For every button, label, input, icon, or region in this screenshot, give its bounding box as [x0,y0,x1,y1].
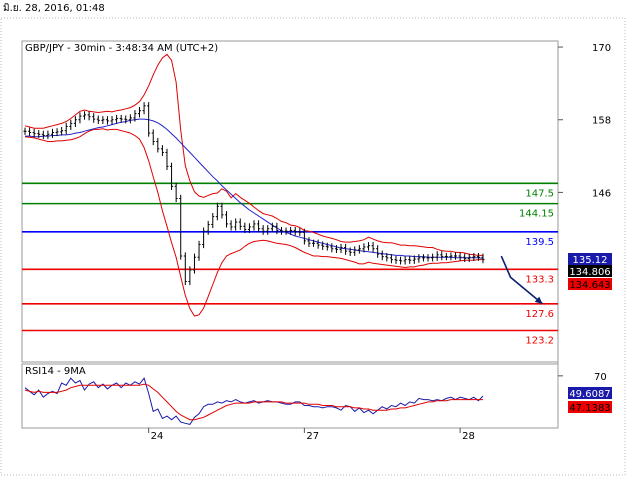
y-tick-label: 158 [592,116,611,127]
price-badge [568,265,612,277]
level-label: 123.2 [525,336,554,347]
forecast-arrow-head [534,296,543,304]
moving-average [25,118,484,259]
rsi-badge [568,387,612,399]
level-label: 147.5 [525,188,554,199]
y-tick-label: 146 [592,188,611,199]
price-panel-border [21,40,559,363]
rsi-panel-border [21,363,559,429]
bollinger-upper [24,53,483,256]
price-badge [568,278,612,290]
rsi-title: RSI14 - 9MA [25,366,86,377]
price-badge-label: 134.643 [569,280,610,291]
price-badge-label: 135.12 [573,255,608,266]
x-tick-label: 28 [462,431,475,442]
y-tick-label: 170 [592,43,611,54]
x-tick-label: 27 [306,431,319,442]
rsi-badge [568,401,612,413]
level-label: 133.3 [525,274,554,285]
price-panel: 170 158 146 GBP/JPY - 30min - 3:48:34 AM (U… [22,43,612,347]
price-badge-label: 134.806 [569,267,610,278]
chart-frame [0,17,626,476]
rsi-ma-line [24,383,483,421]
forecast-arrow [500,255,544,305]
level-label: 139.5 [525,237,554,248]
rsi-y-tick-label: 70 [594,372,607,383]
bollinger-lower [24,128,483,317]
price-badge [568,253,612,265]
x-axis: 24 27 28 [148,428,475,442]
chart-title: GBP/JPY - 30min - 3:48:34 AM (UTC+2) [25,43,218,54]
level-label: 144.15 [519,209,554,220]
rsi-panel: 70 RSI14 - 9MA 49.6087 47.1383 [24,366,612,425]
rsi-badge-label: 49.6087 [569,389,610,400]
x-tick-label: 24 [151,431,164,442]
outer-border [0,17,626,476]
timestamp: มิ.ย. 28, 2016, 01:48 [3,3,105,14]
rsi-badge-label: 47.1383 [569,403,610,414]
level-label: 127.6 [525,309,554,320]
